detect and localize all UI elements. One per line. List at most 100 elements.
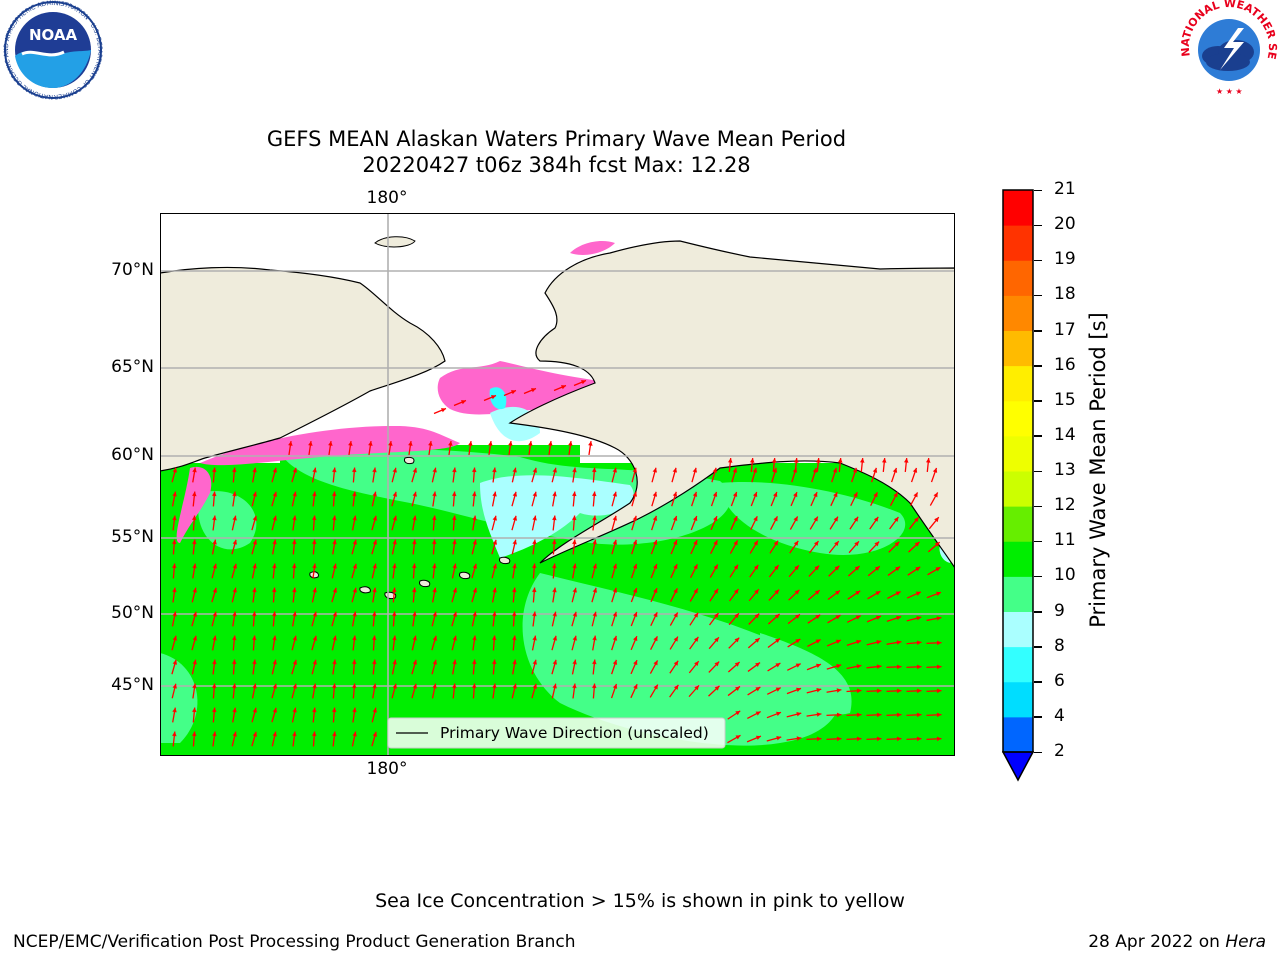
wave-direction-arrowhead <box>592 491 597 497</box>
wave-direction-arrowhead <box>211 683 217 689</box>
wave-direction-arrowhead <box>572 467 577 473</box>
wave-direction-arrowhead <box>191 515 197 521</box>
wave-direction-arrowhead <box>328 441 333 446</box>
wave-direction-arrowhead <box>735 686 740 691</box>
lat-label-65: 65°N <box>111 357 154 377</box>
wave-direction-arrowhead <box>391 611 397 617</box>
wave-direction-arrowhead <box>312 635 318 641</box>
wave-direction-arrowhead <box>612 683 618 689</box>
wave-direction-arrowhead <box>712 491 718 497</box>
wave-direction-arrowhead <box>352 707 357 713</box>
wave-direction-arrowhead <box>812 467 818 473</box>
wave-direction-arrowhead <box>431 539 437 545</box>
wave-direction-arrowhead <box>292 587 297 593</box>
wave-direction-arrowhead <box>776 711 782 717</box>
wave-direction-arrowhead <box>412 491 417 497</box>
wave-direction-arrowhead <box>572 611 578 617</box>
wave-direction-arrowhead <box>452 611 458 617</box>
wave-direction-arrowhead <box>771 458 777 463</box>
wave-direction-arrowhead <box>492 563 497 569</box>
wave-direction-arrowhead <box>192 467 197 473</box>
wave-direction-arrowhead <box>713 564 718 570</box>
wave-direction-arrowhead <box>814 590 820 595</box>
wave-direction-arrowhead <box>212 611 217 617</box>
wave-direction-arrowhead <box>633 660 638 666</box>
wave-direction-arrowhead <box>694 661 699 667</box>
colorbar-tick-mark <box>1034 540 1042 543</box>
wave-direction-arrowhead <box>853 492 858 498</box>
wave-direction-arrowhead <box>492 467 497 473</box>
colorbar-segment <box>1003 225 1033 261</box>
wave-direction-arrowhead <box>212 707 217 713</box>
colorbar-tick-label: 10 <box>1054 565 1076 586</box>
wave-direction-arrowhead <box>835 615 841 620</box>
colorbar-tick-mark <box>1034 611 1042 613</box>
wave-direction-arrowhead <box>916 688 922 694</box>
wave-direction-arrowhead <box>673 684 679 690</box>
wave-direction-arrowhead <box>172 683 177 689</box>
wave-direction-arrowhead <box>854 541 859 547</box>
colorbar-tick-mark <box>1034 365 1042 367</box>
noaa-logo: NATIONAL OCEANIC AND ATMOSPHERIC ADMINIS… <box>0 0 104 100</box>
colorbar-segment <box>1003 295 1033 331</box>
colorbar-svg <box>1001 189 1035 782</box>
wave-direction-arrowhead <box>292 659 298 665</box>
wave-direction-arrowhead <box>793 492 798 498</box>
wave-direction-arrowhead <box>292 491 297 497</box>
wave-direction-arrowhead <box>672 515 678 521</box>
colorbar-tick-mark <box>1034 681 1042 683</box>
wave-direction-arrowhead <box>291 563 297 569</box>
wave-direction-arrowhead <box>232 683 237 689</box>
wave-direction-arrowhead <box>172 611 177 617</box>
wave-direction-arrowhead <box>732 491 738 497</box>
wave-direction-arrowhead <box>252 539 257 545</box>
wave-direction-arrowhead <box>896 736 902 742</box>
wave-direction-arrowhead <box>372 563 377 569</box>
wave-direction-arrowhead <box>432 587 437 593</box>
colorbar-tick-label: 8 <box>1054 635 1065 656</box>
wave-direction-arrowhead <box>352 491 357 497</box>
wave-direction-arrowhead <box>672 491 678 497</box>
wave-direction-arrowhead <box>652 491 658 497</box>
wave-direction-arrowhead <box>936 640 942 646</box>
wave-direction-arrowhead <box>232 635 237 641</box>
wave-direction-arrowhead <box>936 688 942 694</box>
wave-direction-arrowhead <box>192 563 197 569</box>
wave-direction-arrowhead <box>749 458 755 463</box>
wave-direction-arrowhead <box>532 515 537 521</box>
wave-direction-arrowhead <box>652 539 658 545</box>
wave-direction-arrowhead <box>796 736 802 741</box>
wave-direction-arrowhead <box>312 611 317 617</box>
wave-direction-arrowhead <box>632 539 638 545</box>
wave-direction-arrowhead <box>272 635 277 641</box>
wave-direction-arrowhead <box>468 441 473 446</box>
wave-direction-arrowhead <box>432 563 437 569</box>
wave-direction-arrowhead <box>332 539 337 545</box>
wave-direction-arrowhead <box>472 635 477 641</box>
wave-direction-arrowhead <box>172 491 177 497</box>
wave-direction-arrowhead <box>272 731 277 737</box>
wave-direction-arrowhead <box>612 587 618 593</box>
wave-direction-arrowhead <box>412 611 417 617</box>
wave-direction-arrowhead <box>292 683 297 689</box>
wave-direction-arrowhead <box>371 635 377 641</box>
colorbar-tick-label: 2 <box>1054 741 1065 761</box>
wave-direction-arrowhead <box>813 516 818 522</box>
wave-direction-arrowhead <box>548 441 553 446</box>
wave-direction-arrowhead <box>732 467 738 473</box>
wave-direction-arrowhead <box>472 491 477 497</box>
wave-direction-arrowhead <box>592 515 597 521</box>
wave-direction-arrowhead <box>580 380 586 385</box>
wave-direction-arrowhead <box>372 467 377 473</box>
colorbar-tick-label: 4 <box>1054 705 1065 726</box>
colorbar-segment <box>1003 330 1033 367</box>
wave-direction-arrowhead <box>252 587 257 593</box>
wave-direction-arrowhead <box>292 515 297 521</box>
wave-direction-arrowhead <box>372 539 378 545</box>
wave-direction-arrowhead <box>332 563 337 569</box>
wave-direction-arrowhead <box>632 612 638 617</box>
colorbar-tick-mark <box>1034 646 1042 648</box>
wave-direction-arrowhead <box>392 539 397 545</box>
wave-direction-arrowhead <box>552 587 557 593</box>
wave-direction-arrowhead <box>876 736 882 742</box>
